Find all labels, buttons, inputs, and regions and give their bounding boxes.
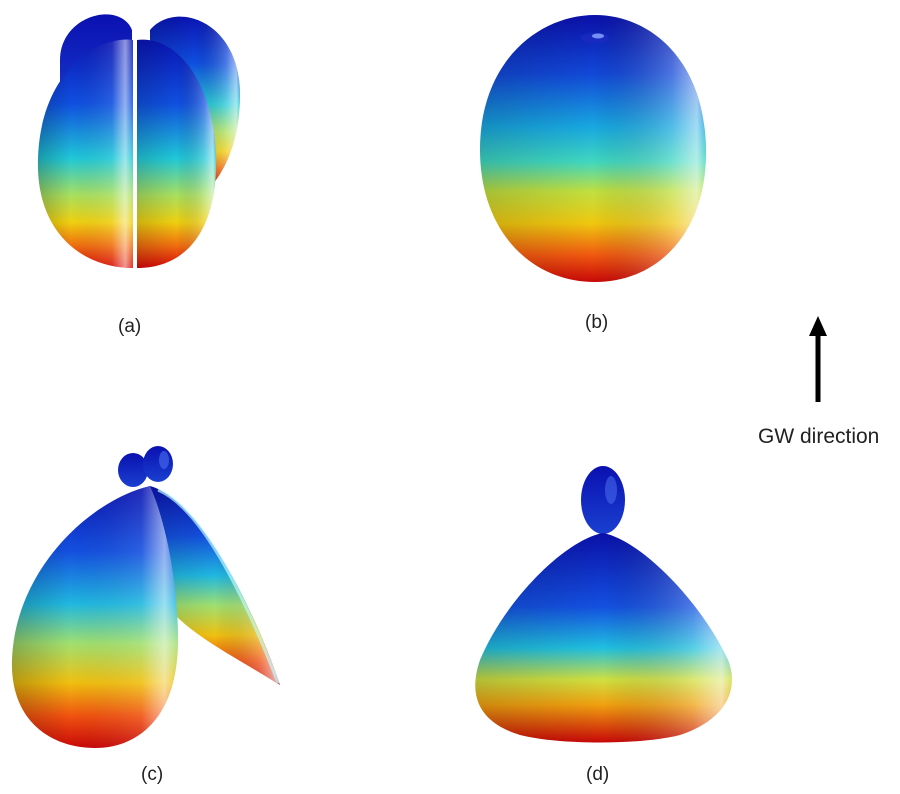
panel-c-small-lobe-right [143, 446, 173, 482]
panel-d-surface [475, 466, 732, 743]
arrow-up-icon [809, 316, 827, 336]
panel-b-label: (b) [585, 312, 609, 333]
panel-c-label: (c) [141, 764, 164, 785]
panel-d-top-lobe [581, 466, 625, 534]
panel-c-surface [11, 446, 280, 748]
panel-c-small-lobe-left [118, 453, 148, 487]
panel-a-label: (a) [118, 316, 142, 337]
panel-d-label: (d) [586, 764, 610, 785]
panel-b-surface [480, 15, 707, 282]
panel-a-surface [37, 14, 240, 268]
gw-direction-arrow [809, 316, 827, 402]
gw-direction-label: GW direction [758, 425, 880, 448]
